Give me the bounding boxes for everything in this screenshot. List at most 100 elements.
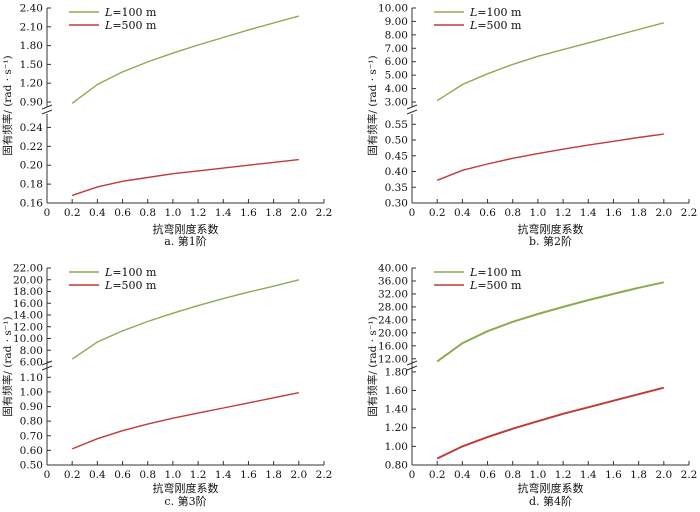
legend-text: =100 m [477,266,522,279]
y-tick-label: 1.80 [20,40,43,52]
x-tick-label: 0.8 [139,469,156,481]
x-tick-label: 1.8 [630,469,647,481]
x-tick-label: 0.6 [479,207,496,219]
y-tick-label: 40.00 [378,263,408,275]
x-tick-label: 1.0 [165,469,182,481]
axis-break-mark [406,109,418,115]
y-tick-label: 0.18 [20,179,43,191]
y-tick-label: 1.50 [20,59,43,71]
x-tick-label: 1.8 [630,207,647,219]
x-tick-label: 0 [409,207,416,219]
y-tick-label: 20.00 [378,327,408,339]
y-tick-label: 1.20 [385,422,408,434]
x-tick-label: 0.8 [504,207,521,219]
chart-panel-1: 0.901.201.501.802.102.400.160.180.200.22… [1,3,332,249]
y-axis-label: 固有频率/ (rad · s⁻¹) [1,316,14,416]
legend-symbol: L [469,6,477,19]
y-tick-label: 1.20 [20,78,43,90]
x-tick-label: 1.6 [605,207,622,219]
y-tick-label: 6.00 [20,357,43,369]
axis-break-mark [406,360,418,366]
legend-text: =500 m [477,19,522,32]
x-tick-label: 0.2 [429,469,446,481]
y-tick-label: 0.45 [385,150,408,162]
y-tick-label: 8.00 [20,345,43,357]
series-line-l500 [71,392,299,450]
y-tick-label: 0.22 [20,141,43,153]
y-tick-label: 0.90 [20,97,43,109]
y-tick-label: 9.00 [385,16,408,28]
legend-symbol: L [104,279,112,292]
y-tick-label: 0.40 [385,166,408,178]
x-tick-label: 1.2 [555,469,572,481]
x-tick-label: 1.0 [530,207,547,219]
x-tick-label: 1.8 [265,207,282,219]
y-axis-label: 固有频率/ (rad · s⁻¹) [1,55,14,155]
x-tick-label: 1.6 [605,469,622,481]
axis-break-mark [406,365,418,371]
y-tick-label: 0.30 [385,198,408,210]
y-tick-label: 0.50 [385,135,408,147]
legend-symbol: L [104,19,112,32]
y-tick-label: 4.00 [385,83,408,95]
x-tick-label: 2.2 [316,469,333,481]
y-tick-label: 22.00 [13,263,43,275]
x-tick-label: 0.2 [64,469,81,481]
x-tick-label: 0.2 [64,207,81,219]
x-tick-label: 1.2 [190,469,207,481]
y-tick-label: 0.35 [385,182,408,194]
x-tick-label: 0.6 [479,469,496,481]
legend-text: =500 m [112,279,157,292]
panel-caption: c. 第3阶 [164,494,206,508]
series-line-l500 [436,133,664,181]
x-tick-label: 1.4 [580,469,597,481]
x-tick-label: 0.4 [89,469,106,481]
x-tick-label: 2.2 [316,207,333,219]
y-tick-label: 16.00 [378,340,408,352]
legend-label: L=100 m [104,266,157,279]
panel-caption: d. 第4阶 [529,494,572,508]
series-line-l500 [71,158,299,197]
y-tick-label: 2.40 [20,3,43,15]
legend-text: =500 m [112,19,157,32]
legend-text: =100 m [477,6,522,19]
y-tick-label: 24.00 [378,314,408,326]
legend-symbol: L [104,6,112,19]
y-tick-label: 0.50 [20,460,43,472]
y-tick-label: 8.00 [385,29,408,41]
x-tick-label: 0.8 [504,469,521,481]
x-tick-label: 0.4 [454,207,471,219]
x-tick-label: 2.0 [290,469,307,481]
y-tick-label: 1.40 [385,404,408,416]
series-line-l500 [436,386,665,460]
axis-break-mark [41,104,53,110]
y-tick-label: 0.80 [20,416,43,428]
legend-label: L=500 m [104,19,157,32]
x-tick-label: 1.2 [555,207,572,219]
x-tick-label: 2.2 [681,207,698,219]
y-tick-label: 1.60 [385,385,408,397]
x-axis-label: 抗弯刚度系数 [153,481,219,495]
x-tick-label: 0 [409,469,416,481]
y-tick-label: 16.00 [13,298,43,310]
x-tick-label: 0.4 [454,469,471,481]
x-tick-label: 1.4 [215,469,232,481]
y-tick-label: 32.00 [378,288,408,300]
series-line-l100 [71,15,299,104]
y-tick-label: 1.10 [20,372,43,384]
y-tick-label: 0.55 [385,119,408,131]
y-tick-label: 1.00 [20,386,43,398]
legend-symbol: L [104,266,112,279]
x-tick-label: 1.8 [265,469,282,481]
y-tick-label: 0.20 [20,160,43,172]
series-line-l100 [436,22,664,102]
y-tick-label: 1.80 [385,366,408,378]
x-tick-label: 1.6 [240,469,257,481]
y-tick-label: 0.80 [385,460,408,472]
axis-break-mark [41,109,53,115]
y-tick-label: 12.00 [13,321,43,333]
x-tick-label: 1.0 [165,207,182,219]
x-tick-label: 0.6 [114,207,131,219]
y-tick-label: 2.10 [20,21,43,33]
